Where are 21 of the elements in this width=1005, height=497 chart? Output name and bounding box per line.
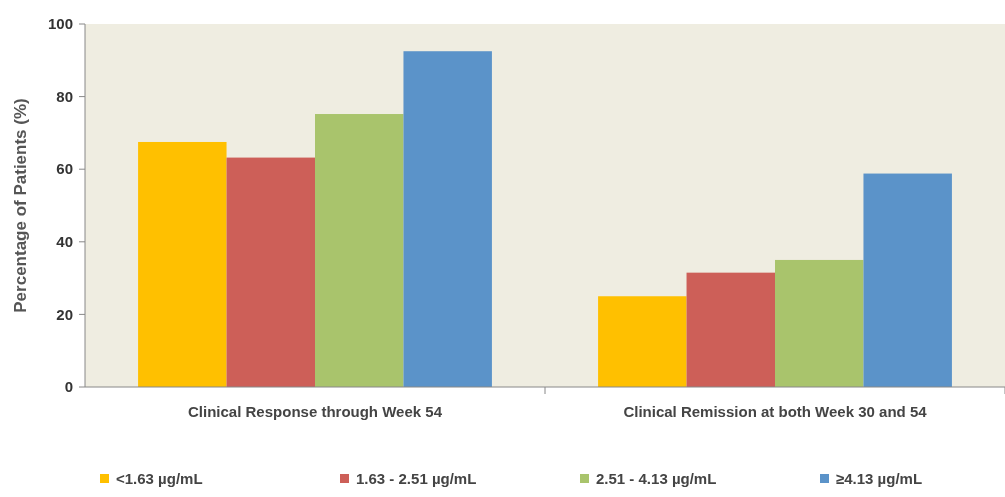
y-tick-label: 40: [56, 233, 73, 251]
bar: [686, 272, 775, 387]
bar: [226, 157, 315, 387]
legend-label: 1.63 - 2.51 µg/mL: [356, 470, 477, 488]
legend-label: ≥4.13 µg/mL: [836, 470, 923, 488]
y-tick-label: 60: [56, 160, 73, 178]
y-tick-label: 80: [56, 87, 73, 105]
y-tick-label: 20: [56, 305, 73, 323]
bar: [775, 259, 864, 387]
legend-label: <1.63 µg/mL: [116, 470, 203, 488]
bar: [315, 114, 404, 387]
bar: [138, 141, 227, 387]
legend-label: 2.51 - 4.13 µg/mL: [596, 470, 717, 488]
y-tick-label: 100: [47, 15, 73, 33]
bar: [403, 51, 492, 387]
x-tick-label: Clinical Response through Week 54: [188, 403, 443, 420]
x-tick-label: Clinical Remission at both Week 30 and 54: [623, 403, 928, 420]
y-axis-title: Percentage of Patients (%): [11, 98, 30, 313]
bar: [863, 173, 952, 387]
y-tick-label: 0: [64, 378, 73, 396]
bar: [598, 296, 687, 387]
